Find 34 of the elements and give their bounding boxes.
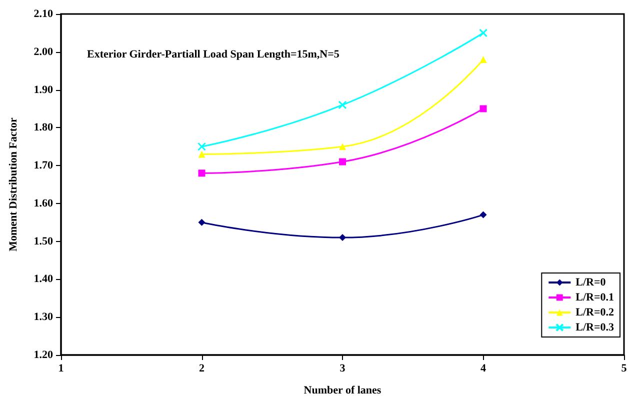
y-tick-label: 1.20 xyxy=(34,349,54,361)
point xyxy=(339,234,346,242)
y-axis-title: Moment Distribution Factor xyxy=(8,117,20,252)
point xyxy=(198,218,206,226)
point xyxy=(339,158,346,166)
x-tick-label: 5 xyxy=(621,362,628,374)
y-tick-label: 1.90 xyxy=(34,84,54,96)
y-tick-label: 1.60 xyxy=(34,197,54,210)
y-tick-label: 1.80 xyxy=(34,122,54,134)
point xyxy=(339,143,346,150)
y-tick-label: 1.30 xyxy=(34,311,54,324)
legend-label: L/R=0 xyxy=(576,276,606,288)
y-tick-label: 1.40 xyxy=(34,273,54,286)
y-tick-label: 2.10 xyxy=(34,8,54,20)
point xyxy=(480,56,487,63)
point xyxy=(480,105,487,112)
legend-label: L/R=0.3 xyxy=(576,322,614,334)
legend-label: L/R=0.2 xyxy=(576,306,614,318)
x-tick-label: 2 xyxy=(199,362,205,374)
legend-label: L/R=0.1 xyxy=(576,292,614,304)
x-axis-title: Number of lanes xyxy=(304,384,382,396)
text: Exterior Girder-Partiall Load Span Length=15m,N=5 xyxy=(87,48,340,60)
point xyxy=(198,150,206,158)
y-tick-label: 1.70 xyxy=(34,160,54,172)
point xyxy=(198,142,206,151)
y-tick-label: 1.50 xyxy=(34,235,54,248)
x-tick-label: 1 xyxy=(58,362,64,374)
x-tick-label: 4 xyxy=(480,362,486,374)
point xyxy=(198,170,206,177)
point xyxy=(338,100,347,110)
y-tick-label: 2.00 xyxy=(34,46,54,58)
point xyxy=(480,211,487,218)
x-tick-label: 3 xyxy=(340,362,346,374)
point xyxy=(479,28,488,38)
